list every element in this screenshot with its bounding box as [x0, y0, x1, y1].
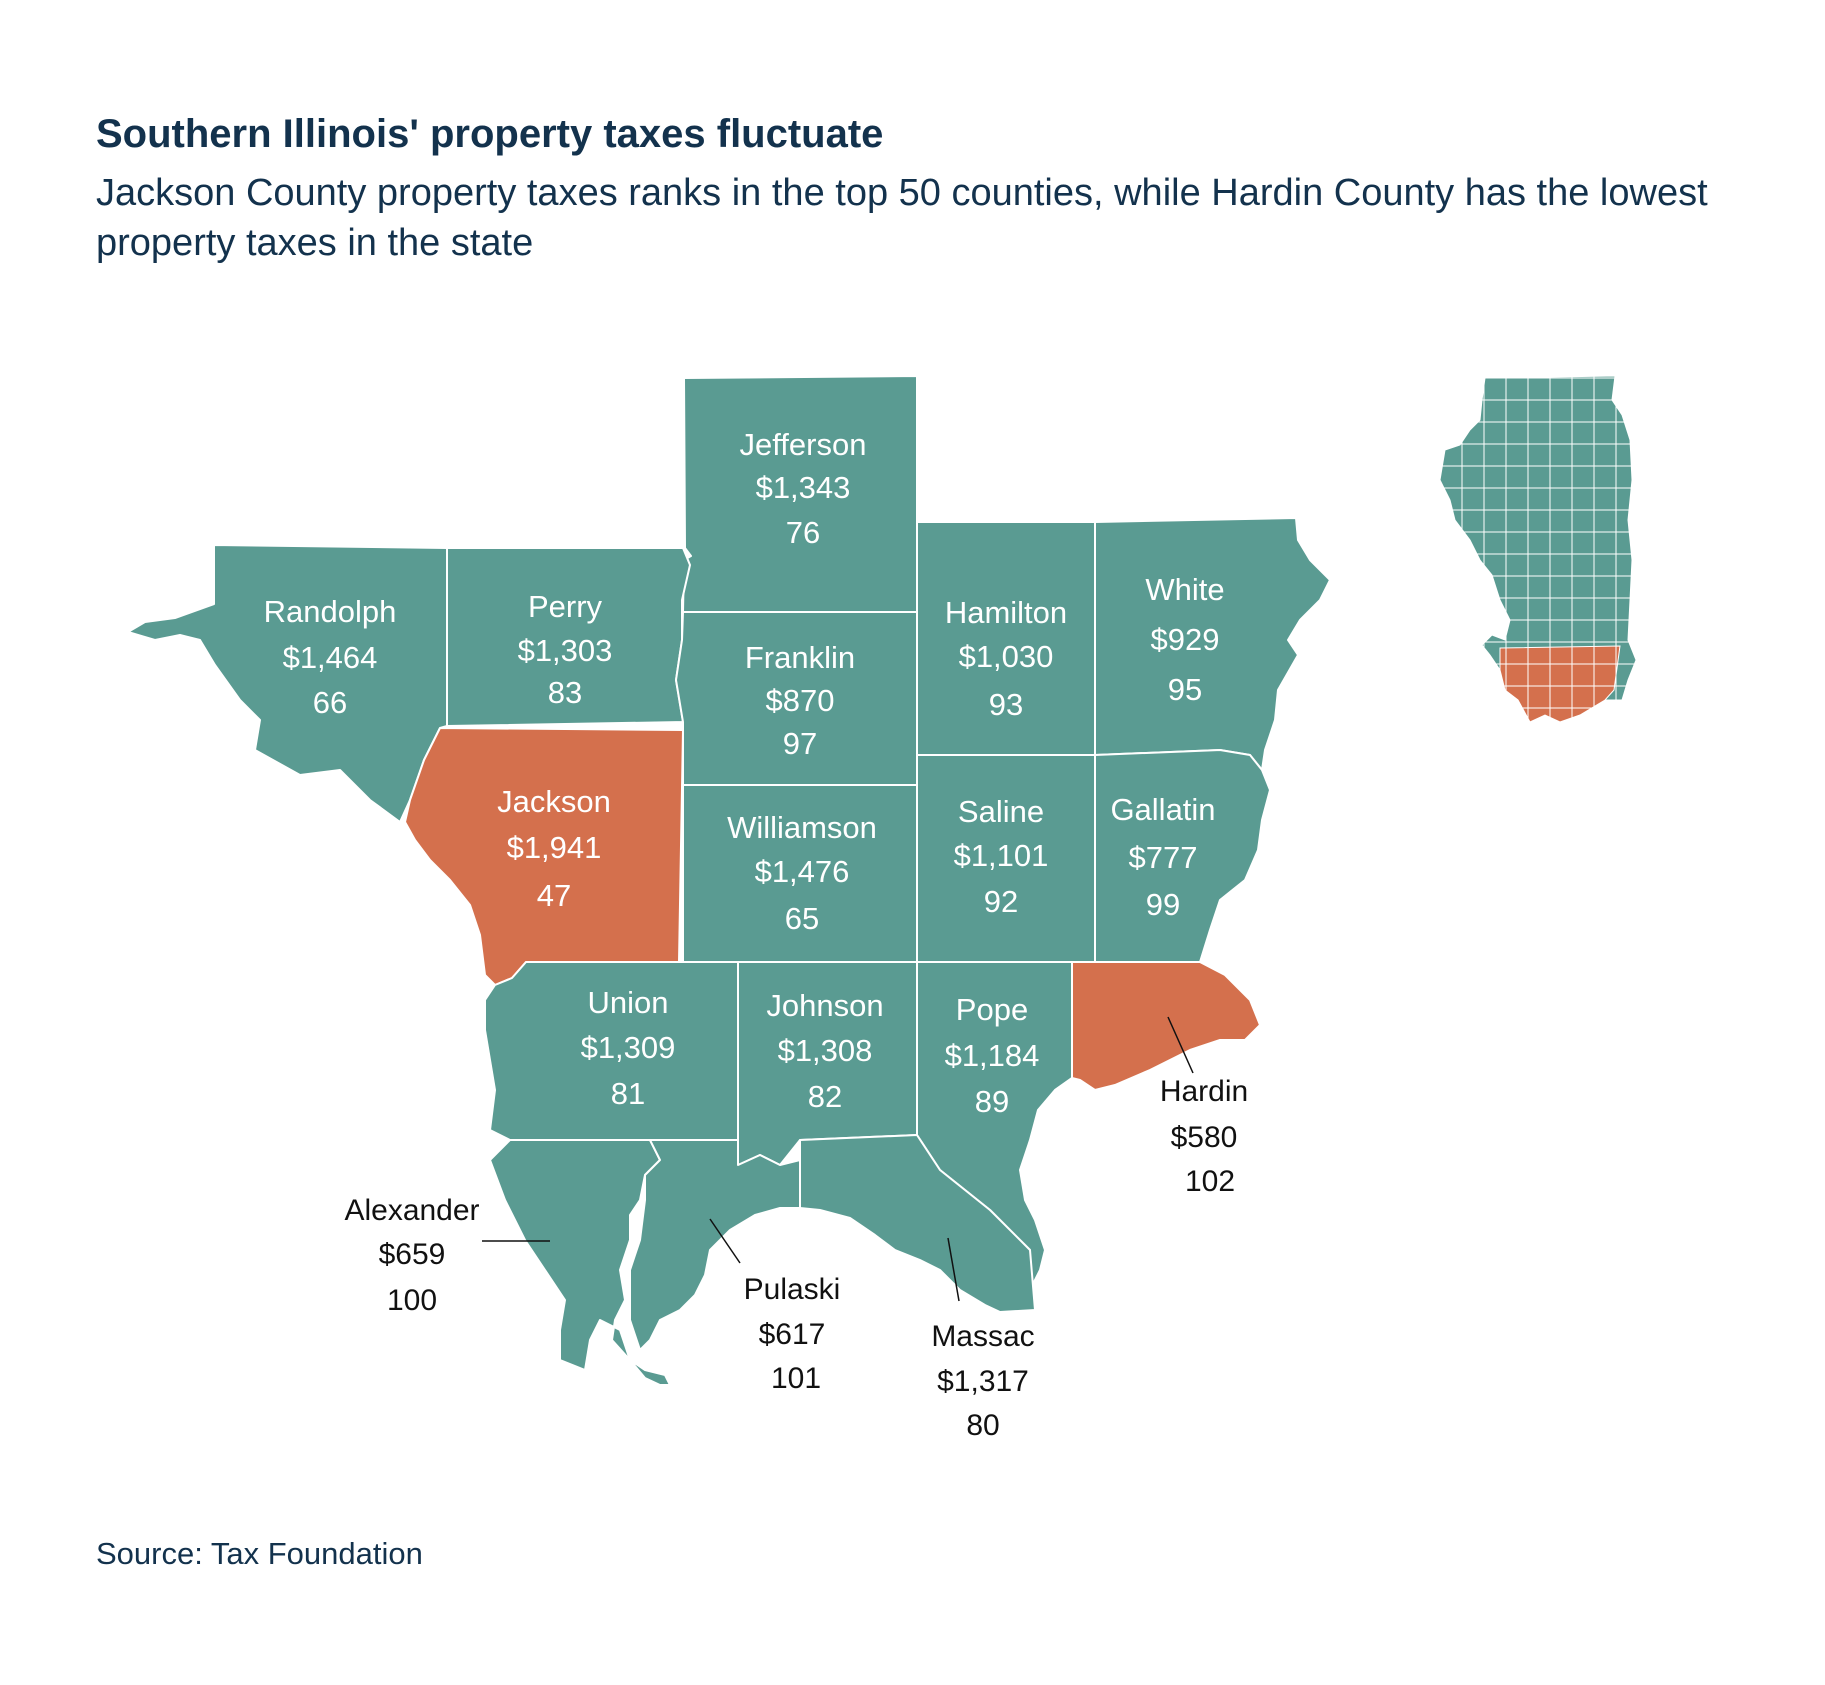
label-johnson: Johnson $1,308 82 [766, 988, 883, 1114]
source-note: Source: Tax Foundation [96, 1536, 423, 1571]
county-tax: $1,308 [778, 1033, 873, 1068]
county-pulaski[interactable] [629, 1139, 801, 1351]
label-massac: Massac $1,317 80 [931, 1320, 1034, 1442]
label-hardin: Hardin $580 102 [1160, 1075, 1248, 1198]
county-tax: $1,317 [937, 1365, 1029, 1398]
label-jackson: Jackson $1,941 47 [497, 784, 611, 913]
county-tax: $929 [1151, 622, 1220, 657]
county-name: Massac [931, 1320, 1034, 1353]
county-rank: 89 [975, 1084, 1009, 1119]
county-tax: $777 [1129, 840, 1198, 875]
county-rank: 80 [966, 1409, 999, 1442]
county-name: Jackson [497, 784, 611, 819]
county-tax: $1,476 [755, 854, 850, 889]
county-rank: 82 [808, 1079, 842, 1114]
county-name: White [1145, 572, 1224, 607]
county-tax: $617 [759, 1318, 826, 1351]
county-name: Pope [956, 992, 1028, 1027]
county-name: Randolph [264, 594, 397, 629]
county-rank: 102 [1185, 1165, 1235, 1198]
county-name: Gallatin [1110, 792, 1215, 827]
county-tax: $1,101 [954, 838, 1049, 873]
county-tax: $1,184 [945, 1038, 1040, 1073]
label-perry: Perry $1,303 83 [518, 589, 613, 710]
county-name: Alexander [344, 1194, 479, 1227]
county-rank: 81 [611, 1076, 645, 1111]
southern-illinois-region [1499, 645, 1621, 723]
county-name: Perry [528, 589, 603, 624]
county-rank: 95 [1168, 672, 1202, 707]
county-rank: 65 [785, 901, 819, 936]
chart-subtitle: Jackson County property taxes ranks in t… [96, 172, 1708, 264]
county-name: Johnson [766, 988, 883, 1023]
county-alexander[interactable] [489, 1139, 671, 1386]
county-rank: 93 [989, 687, 1023, 722]
county-name: Jefferson [740, 427, 867, 462]
county-rank: 66 [313, 685, 347, 720]
label-pope: Pope $1,184 89 [945, 992, 1040, 1119]
county-massac[interactable] [799, 1134, 1036, 1313]
county-tax: $1,030 [959, 639, 1054, 674]
county-tax: $659 [379, 1238, 446, 1271]
county-name: Hardin [1160, 1075, 1248, 1108]
county-rank: 92 [984, 884, 1018, 919]
county-tax: $870 [766, 683, 835, 718]
label-jefferson: Jefferson $1,343 76 [740, 427, 867, 550]
county-hardin[interactable] [1071, 961, 1261, 1091]
county-rank: 47 [537, 878, 571, 913]
county-randolph[interactable] [127, 544, 448, 823]
label-franklin: Franklin $870 97 [745, 640, 855, 761]
label-pulaski: Pulaski $617 101 [744, 1273, 841, 1395]
label-alexander: Alexander $659 100 [344, 1194, 479, 1317]
county-rank: 83 [548, 675, 582, 710]
county-tax: $1,941 [507, 830, 602, 865]
county-name: Union [588, 985, 669, 1020]
county-name: Pulaski [744, 1273, 841, 1306]
label-saline: Saline $1,101 92 [954, 794, 1049, 919]
label-white: White $929 95 [1145, 572, 1224, 707]
leader-line-hardin [1167, 1016, 1194, 1074]
county-rank: 101 [771, 1362, 821, 1395]
county-rank: 100 [387, 1284, 437, 1317]
leader-line-massac [947, 1237, 960, 1302]
leader-lines [482, 1016, 1194, 1302]
county-name: Franklin [745, 640, 855, 675]
label-hamilton: Hamilton $1,030 93 [945, 595, 1067, 722]
chart-title: Southern Illinois' property taxes fluctu… [96, 112, 884, 156]
leader-line-pulaski [709, 1218, 741, 1264]
county-rank: 97 [783, 726, 817, 761]
county-tax: $580 [1171, 1121, 1238, 1154]
county-name: Saline [958, 794, 1044, 829]
county-shapes [127, 375, 1331, 1386]
county-tax: $1,309 [581, 1030, 676, 1065]
county-tax: $1,303 [518, 633, 613, 668]
county-labels: Jefferson $1,343 76 Randolph $1,464 66 P… [264, 427, 1249, 1442]
label-gallatin: Gallatin $777 99 [1110, 792, 1215, 922]
county-rank: 99 [1146, 887, 1180, 922]
label-williamson: Williamson $1,476 65 [727, 810, 877, 936]
label-union: Union $1,309 81 [581, 985, 676, 1111]
label-randolph: Randolph $1,464 66 [264, 594, 397, 720]
county-rank: 76 [786, 515, 820, 550]
illinois-inset-map [1439, 375, 1637, 723]
county-name: Williamson [727, 810, 877, 845]
county-name: Hamilton [945, 595, 1067, 630]
county-tax: $1,464 [283, 640, 378, 675]
county-tax: $1,343 [756, 470, 851, 505]
